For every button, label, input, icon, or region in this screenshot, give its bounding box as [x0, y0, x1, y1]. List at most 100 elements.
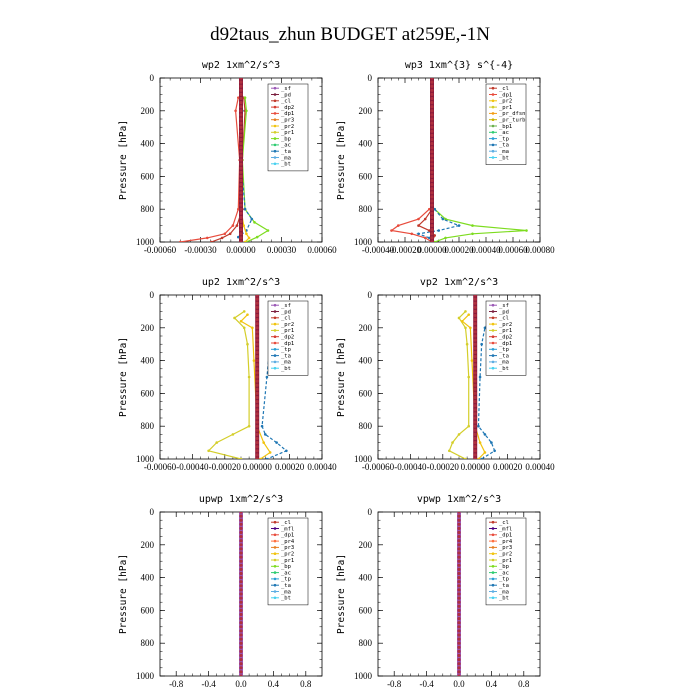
panel-title: upwp 1xm^2/s^3 [199, 494, 283, 505]
series-point-main [239, 129, 243, 133]
series-point-ta [493, 449, 496, 453]
series-point-ta [237, 235, 240, 239]
legend-label: _ac [499, 570, 509, 576]
series-point-sf [457, 580, 461, 584]
legend-label: _cl [281, 316, 291, 322]
series-point-pr2 [246, 313, 249, 316]
series-point-main [473, 412, 477, 416]
series-point-pr1 [215, 441, 218, 444]
series-point-sf [457, 666, 461, 670]
series-point-sf [239, 522, 243, 526]
series-point-main [473, 432, 477, 436]
series-point-pr2 [478, 441, 482, 444]
x-tick-label: 0.00040 [525, 462, 555, 472]
series-point-main [430, 96, 434, 101]
series-point-main [239, 215, 243, 219]
legend-marker [491, 571, 495, 574]
legend-marker [273, 546, 277, 549]
series-point-cl [220, 236, 224, 240]
series-point-sf [457, 514, 461, 518]
series-point-sf [457, 625, 461, 629]
series-point-main [473, 318, 477, 322]
legend-label: _cl [499, 520, 509, 526]
figure-title: d92taus_zhun BUDGET at259E,-1N [210, 24, 490, 45]
series-point-ta [285, 449, 288, 453]
legend-marker [491, 520, 495, 524]
legend-marker [491, 583, 495, 587]
series-point-main [473, 379, 477, 383]
series-point-sf [239, 535, 243, 539]
series-point-main [430, 142, 434, 146]
series-point-pr1 [464, 310, 467, 313]
series-point-sf [457, 604, 461, 608]
series-point-main [473, 305, 477, 309]
legend-marker [491, 546, 495, 549]
legend-label: _ma [281, 589, 291, 595]
legend-marker [491, 137, 495, 140]
x-tick-label: -0.00060 [144, 245, 177, 255]
series-point-dp1 [223, 232, 227, 236]
series-point-sf [457, 629, 461, 633]
legend-marker [491, 131, 495, 134]
series-point-main [239, 146, 243, 150]
series-point-main [255, 457, 259, 459]
series-point-main [430, 133, 434, 137]
legend-label: _pr2 [281, 124, 294, 130]
series-point-main [430, 117, 434, 121]
series-point-dp1 [410, 232, 414, 236]
series-point-ta [478, 375, 482, 379]
series-point-dp1 [428, 207, 431, 211]
series-point-sf [457, 612, 461, 617]
series-point-main [255, 367, 259, 371]
series-point-sf [239, 604, 243, 608]
series-point-pr2 [251, 326, 254, 330]
series-point-main [473, 408, 477, 412]
series-point-main [255, 342, 259, 346]
x-tick-label: -0.00060 [362, 462, 395, 472]
legend-marker [273, 596, 277, 600]
legend-label: _pr2 [499, 99, 512, 105]
series-point-main [255, 391, 259, 395]
series-point-sf [239, 625, 243, 629]
series-point-main [255, 297, 259, 301]
legend-marker [273, 366, 277, 370]
series-point-sf [239, 670, 243, 674]
y-tick-label: 400 [359, 573, 373, 583]
legend: _cl_mfl_dp1_pr4_pr3_pr2_pr1_bp_ac_tp_ta_… [485, 517, 527, 606]
series-point-main [255, 428, 259, 432]
series-point-main [473, 313, 477, 318]
legend-marker [273, 360, 277, 364]
series-point-pr2 [467, 313, 471, 316]
y-tick-label: 800 [141, 638, 155, 648]
series-point-sf [239, 666, 243, 670]
x-tick-label: 0.00030 [267, 245, 297, 255]
series-point-main [255, 453, 259, 457]
series-point-main [430, 129, 434, 133]
panel-title: vp2 1xm^2/s^3 [420, 277, 498, 288]
legend-label: _bp [281, 564, 291, 570]
series-point-main [430, 162, 434, 166]
series-point-main [239, 80, 243, 84]
series-point-pr1 [467, 424, 471, 428]
series-point-dp1 [423, 236, 427, 240]
series-point-sf [239, 621, 243, 625]
legend-marker [491, 149, 495, 153]
series-point-main [430, 187, 434, 191]
series-point-ta [417, 232, 420, 236]
x-tick-label: 0.00000 [461, 462, 491, 472]
series-point-main [430, 113, 434, 117]
series-point-pr1 [239, 457, 243, 459]
legend-marker [491, 565, 495, 568]
series-point-main [430, 215, 434, 219]
series-point-ta [480, 342, 483, 346]
series-point-main [255, 309, 259, 313]
y-tick-label: 1000 [136, 671, 155, 681]
legend-marker [491, 590, 495, 593]
legend-label: _bp [499, 564, 509, 570]
series-point-main [239, 78, 243, 80]
series-point-bp [444, 217, 447, 221]
series-point-main [473, 330, 477, 334]
x-tick-label: -0.00020 [427, 462, 460, 472]
series-point-sf [239, 588, 243, 592]
